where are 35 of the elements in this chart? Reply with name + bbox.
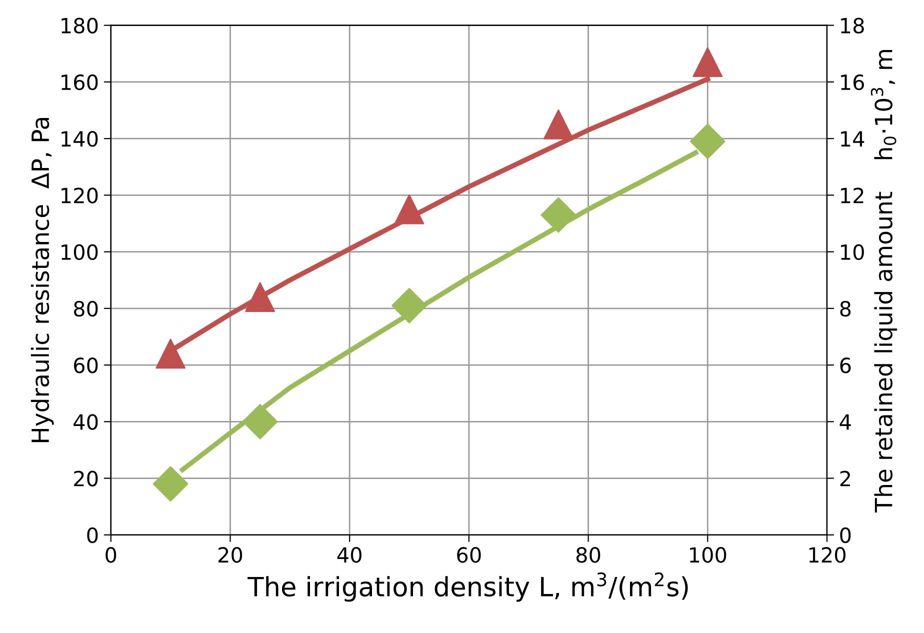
y2-tick-label: 0 <box>840 527 851 544</box>
point <box>544 109 574 140</box>
point <box>152 466 188 502</box>
y2-tick-label: 14 <box>841 131 864 146</box>
y-tick-label: 0 <box>87 527 98 544</box>
x-tick-label: 80 <box>576 547 600 563</box>
y-tick-label: 160 <box>62 74 98 90</box>
y2-tick-label: 12 <box>841 188 864 204</box>
y2-tick-label: 16 <box>841 74 864 90</box>
y2-tick-label: 18 <box>841 18 864 34</box>
y-tick-label: 20 <box>74 470 98 486</box>
y-tick-label: 120 <box>62 188 98 204</box>
y2-tick-label: 4 <box>840 414 851 430</box>
x-tick-label: 120 <box>809 547 846 563</box>
x-tick-label: 100 <box>690 547 726 563</box>
x-axis-title: The irrigation density L, m$^{3}$/(m$^{2}$s) <box>248 572 688 602</box>
y-axis-title: Hydraulic resistance ΔP, Pa <box>30 118 54 442</box>
x-tick-label: 40 <box>337 547 362 563</box>
y-tick-label: 180 <box>62 18 98 34</box>
y-tick-label: 140 <box>62 131 98 147</box>
point <box>692 47 723 78</box>
point <box>156 338 186 369</box>
x-tick-label: 0 <box>106 547 116 563</box>
x-tick-label: 60 <box>457 547 481 563</box>
y-tick-label: 60 <box>74 357 98 374</box>
point <box>690 124 726 160</box>
y2-axis-title: The retained liquid amount h$_{0}$·10$^{3}$, m <box>870 50 898 513</box>
y-tick-label: 80 <box>74 300 98 317</box>
y2-tick-label: 10 <box>841 244 864 260</box>
y2-tick-label: 2 <box>840 470 850 486</box>
y-tick-label: 40 <box>74 414 98 430</box>
y2-tick-label: 6 <box>840 357 851 374</box>
x-tick-label: 20 <box>218 547 242 563</box>
y2-tick-label: 8 <box>840 300 851 317</box>
y-tick-label: 100 <box>62 244 98 260</box>
